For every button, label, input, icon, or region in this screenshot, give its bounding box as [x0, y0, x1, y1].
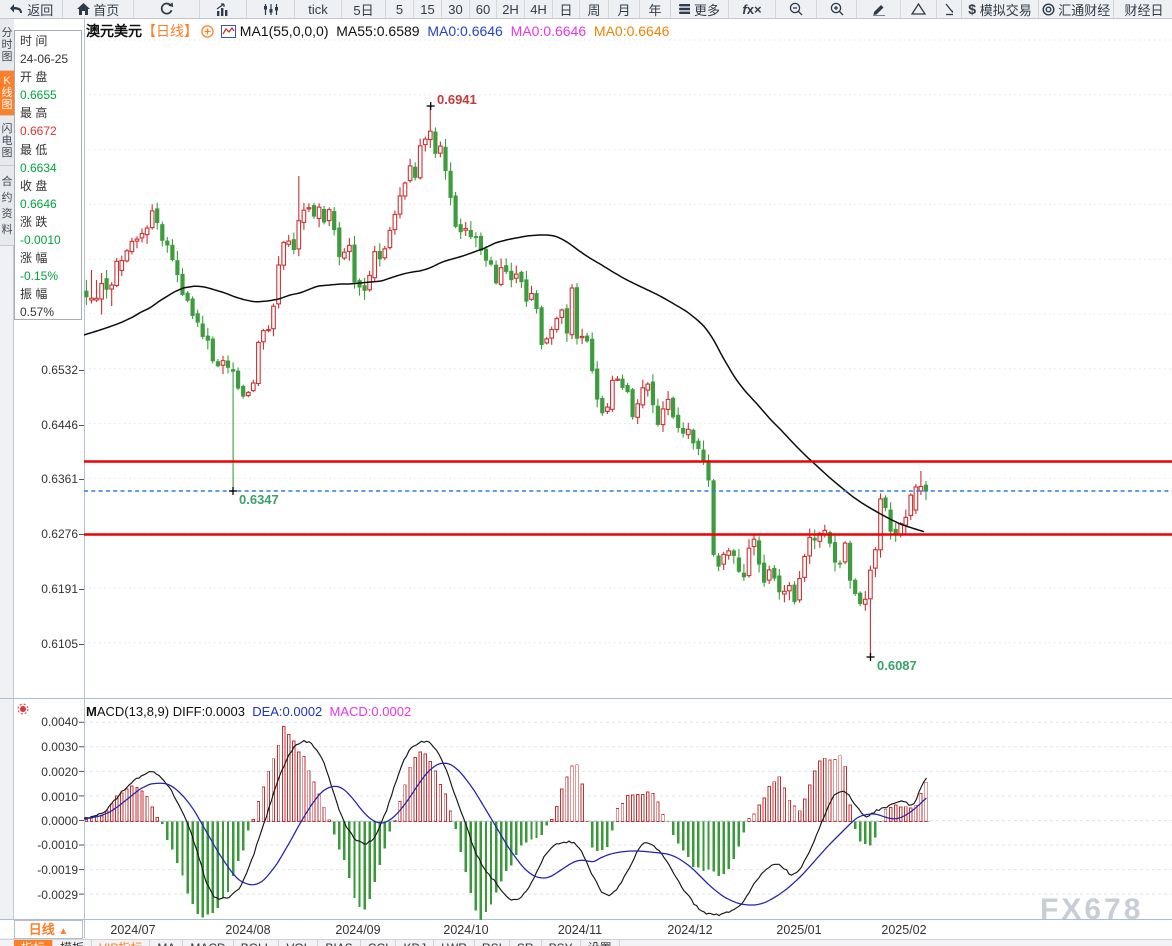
svg-text:0.6941: 0.6941	[437, 92, 477, 107]
svg-text:0.6347: 0.6347	[239, 492, 279, 507]
svg-text:0.6087: 0.6087	[877, 658, 917, 673]
svg-text:FX678: FX678	[1040, 893, 1143, 926]
